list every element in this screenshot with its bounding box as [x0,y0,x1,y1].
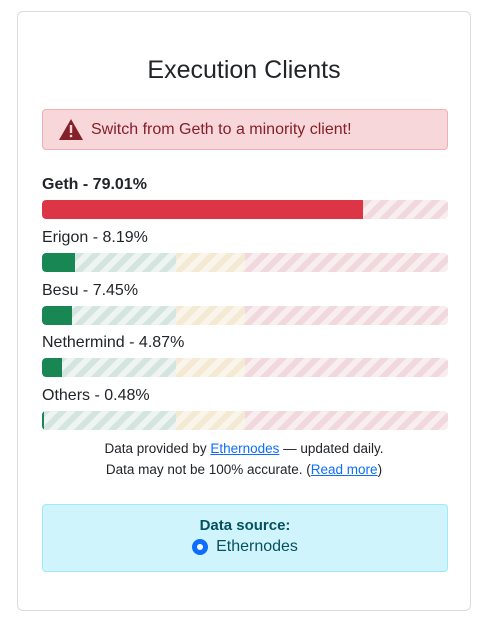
threshold-zone [42,411,176,430]
threshold-zone [244,358,448,377]
radio-label: Ethernodes [216,538,298,555]
client-share-fill [42,253,76,272]
client-row: Geth - 79.01% [42,176,448,219]
client-label: Nethermind - 4.87% [42,334,185,351]
client-share-bar [42,358,448,377]
client-share-bar [42,253,448,272]
client-row: Erigon - 8.19% [42,229,448,272]
data-source-title: Data source: [199,517,291,534]
threshold-zone [175,411,245,430]
data-source-box: Data source: Ethernodes [42,504,448,572]
threshold-zone [42,306,176,325]
threshold-zone [42,358,176,377]
read-more-link[interactable]: Read more [310,462,378,477]
ethernodes-link[interactable]: Ethernodes [210,441,280,456]
client-label: Besu - 7.45% [42,282,139,299]
client-share-fill [42,358,62,377]
client-share-fill [42,200,363,219]
threshold-zone [175,253,245,272]
minority-client-alert: Switch from Geth to a minority client! [42,109,448,150]
client-row: Nethermind - 4.87% [42,334,448,377]
warning-triangle-icon [59,119,83,140]
radio-selected-icon[interactable] [192,539,209,555]
note-text: — updated daily. [279,441,384,456]
client-share-bar [42,306,448,325]
threshold-zone [175,306,245,325]
client-label: Erigon - 8.19% [42,229,148,246]
client-share-bar [42,411,448,430]
data-note-line-1: Data provided by Ethernodes — updated da… [18,441,470,456]
execution-clients-card: Execution Clients Switch from Geth to a … [17,11,471,611]
client-share-bar [42,200,448,219]
note-text: Data may not be 100% accurate. ( [105,462,311,477]
alert-text: Switch from Geth to a minority client! [91,120,352,138]
threshold-zone [42,253,176,272]
client-share-fill [42,306,73,325]
threshold-zone [244,411,448,430]
threshold-zone [244,253,448,272]
data-note-line-2: Data may not be 100% accurate. (Read mor… [18,462,470,477]
client-label: Geth - 79.01% [42,176,147,193]
client-row: Besu - 7.45% [42,282,448,325]
note-text: Data provided by [104,441,211,456]
page-title: Execution Clients [147,56,341,84]
client-share-fill [42,411,44,430]
threshold-zone [244,306,448,325]
note-text: ) [377,462,383,477]
ethernodes-radio-option[interactable]: Ethernodes [192,538,298,556]
threshold-zone [175,358,245,377]
client-row: Others - 0.48% [42,387,448,430]
client-label: Others - 0.48% [42,387,150,404]
